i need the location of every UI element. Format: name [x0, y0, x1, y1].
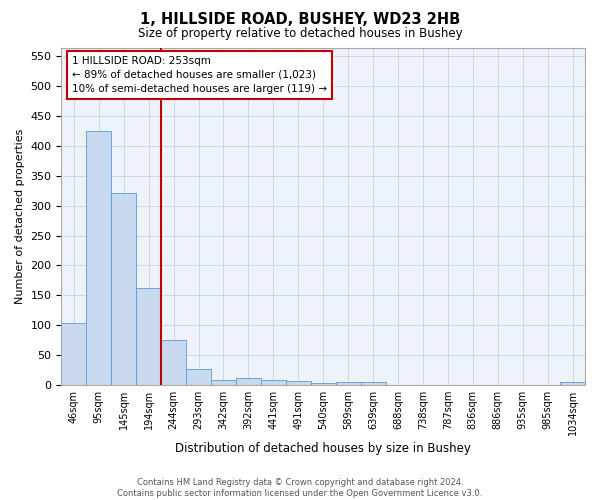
Bar [136, 288, 161, 385]
Bar [335, 382, 361, 385]
Bar [211, 380, 236, 385]
Bar [161, 340, 186, 385]
Bar [236, 378, 261, 385]
Bar [560, 382, 585, 385]
Bar [86, 131, 111, 385]
Bar [61, 323, 86, 385]
Bar [186, 370, 211, 385]
Text: 1 HILLSIDE ROAD: 253sqm
← 89% of detached houses are smaller (1,023)
10% of semi: 1 HILLSIDE ROAD: 253sqm ← 89% of detache… [72, 56, 327, 94]
Bar [111, 192, 136, 385]
Bar [361, 382, 386, 385]
Bar [261, 380, 286, 385]
Text: 1, HILLSIDE ROAD, BUSHEY, WD23 2HB: 1, HILLSIDE ROAD, BUSHEY, WD23 2HB [140, 12, 460, 28]
Text: Contains HM Land Registry data © Crown copyright and database right 2024.
Contai: Contains HM Land Registry data © Crown c… [118, 478, 482, 498]
Bar [311, 383, 335, 385]
Bar [286, 381, 311, 385]
Text: Size of property relative to detached houses in Bushey: Size of property relative to detached ho… [137, 28, 463, 40]
X-axis label: Distribution of detached houses by size in Bushey: Distribution of detached houses by size … [175, 442, 471, 455]
Y-axis label: Number of detached properties: Number of detached properties [15, 128, 25, 304]
